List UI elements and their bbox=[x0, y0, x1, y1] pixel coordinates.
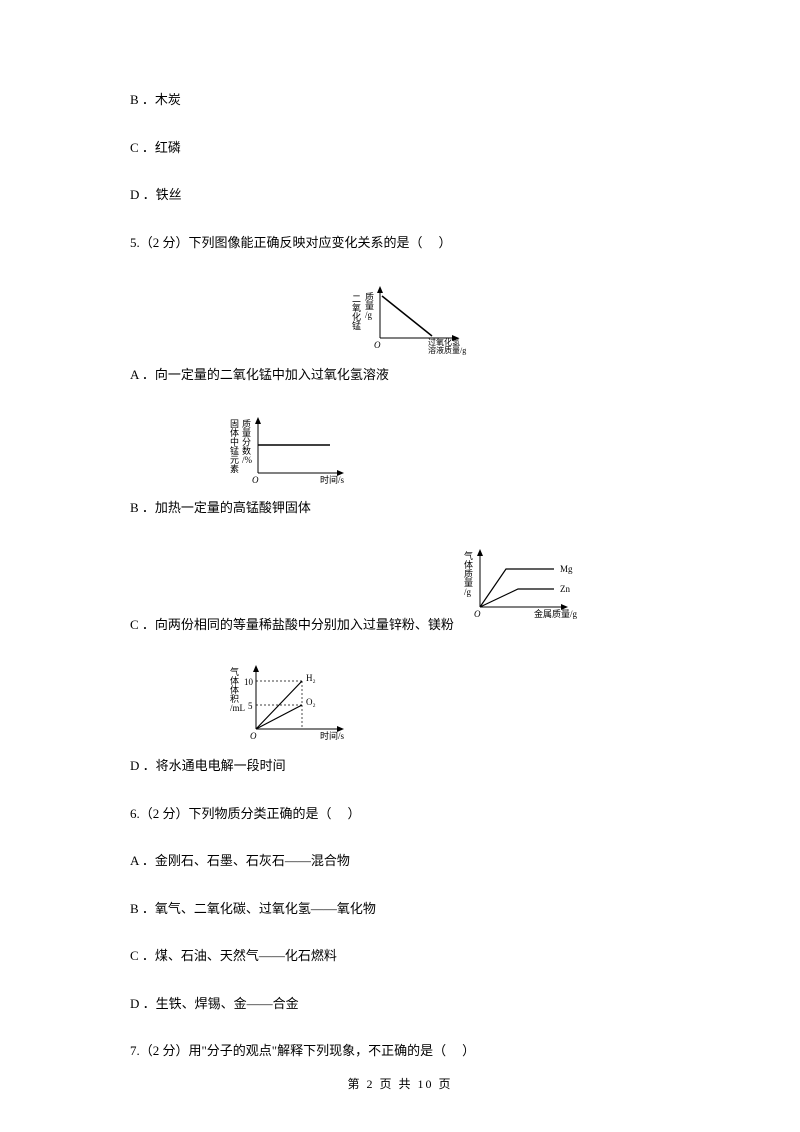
chart-a-container: 质量/g 二氧化锰 O 过氧化氢 溶液质量/g bbox=[350, 280, 670, 359]
q6-option-d: D ．生铁、焊锡、金——合金 bbox=[130, 994, 670, 1014]
chart-d-svg: 气体体积/mL 10 5 H₂ O₂ O 时间/s bbox=[230, 661, 380, 746]
chart-d-origin: O bbox=[250, 731, 257, 741]
chart-d-ylabel: 气体体积/mL bbox=[230, 666, 245, 713]
chart-d-line2: O₂ bbox=[306, 697, 316, 707]
chart-b-svg: 固体中锰元素 质量分数/% O 时间/s bbox=[230, 413, 370, 488]
option-c-prev: C ．红磷 bbox=[130, 138, 670, 158]
chart-c-svg: 气体质量/g Mg Zn O 金属质量/g bbox=[464, 545, 614, 625]
q6-option-a: A ．金刚石、石墨、石灰石——混合物 bbox=[130, 851, 670, 871]
q7-stem-text: 7.（2 分）用"分子的观点"解释下列现象，不正确的是（ bbox=[130, 1043, 446, 1058]
chart-c-line2: Zn bbox=[560, 584, 570, 594]
q5-stem-text: 5.（2 分）下列图像能正确反映对应变化关系的是（ bbox=[130, 235, 423, 250]
q5-option-c: C ．向两份相同的等量稀盐酸中分别加入过量锌粉、镁粉 bbox=[130, 614, 454, 633]
chart-d-tick2: 5 bbox=[248, 701, 253, 711]
q5-option-d: D ．将水通电电解一段时间 bbox=[130, 756, 670, 776]
q5-option-b: B ．加热一定量的高锰酸钾固体 bbox=[130, 498, 670, 518]
chart-d-container: 气体体积/mL 10 5 H₂ O₂ O 时间/s bbox=[230, 661, 670, 750]
chart-b-xlabel: 时间/s bbox=[320, 474, 345, 485]
page-footer: 第 2 页 共 10 页 bbox=[0, 1075, 800, 1092]
q5-option-a: A ．向一定量的二氧化锰中加入过氧化氢溶液 bbox=[130, 365, 670, 385]
option-d-prev: D ．铁丝 bbox=[130, 185, 670, 205]
option-b-prev: B ．木炭 bbox=[130, 90, 670, 110]
chart-c-container: 气体质量/g Mg Zn O 金属质量/g bbox=[464, 545, 614, 629]
chart-a-origin: O bbox=[374, 340, 381, 350]
chart-d-line1: H₂ bbox=[306, 673, 316, 683]
chart-c-origin: O bbox=[474, 609, 481, 619]
chart-b-ylabel-left: 固体中锰元素 bbox=[230, 419, 239, 474]
chart-c-xlabel: 金属质量/g bbox=[534, 608, 578, 619]
chart-c-ylabel: 气体质量/g bbox=[464, 550, 473, 597]
q5-paren-close: ） bbox=[439, 235, 452, 250]
q7-paren bbox=[446, 1043, 462, 1058]
q7-paren-close: ） bbox=[462, 1043, 475, 1058]
q7-stem: 7.（2 分）用"分子的观点"解释下列现象，不正确的是（ ） bbox=[130, 1041, 670, 1061]
chart-b-ylabel-right: 质量分数/% bbox=[242, 418, 253, 465]
chart-a-svg: 质量/g 二氧化锰 O 过氧化氢 溶液质量/g bbox=[350, 280, 480, 355]
chart-d-xlabel: 时间/s bbox=[320, 730, 345, 741]
chart-b-origin: O bbox=[252, 475, 259, 485]
chart-c-line1: Mg bbox=[560, 564, 573, 574]
q6-stem-text: 6.（2 分）下列物质分类正确的是（ bbox=[130, 806, 332, 821]
q6-paren bbox=[332, 806, 348, 821]
q6-option-c: C ．煤、石油、天然气——化石燃料 bbox=[130, 946, 670, 966]
q5-paren bbox=[423, 235, 439, 250]
q5-stem: 5.（2 分）下列图像能正确反映对应变化关系的是（ ） bbox=[130, 233, 670, 253]
chart-a-ylabel-left: 二氧化锰 bbox=[352, 294, 361, 331]
q5-option-c-row: C ．向两份相同的等量稀盐酸中分别加入过量锌粉、镁粉 气体质量/g Mg Zn … bbox=[130, 545, 670, 633]
chart-d-tick1: 10 bbox=[244, 677, 254, 687]
q6-option-b: B ．氧气、二氧化碳、过氧化氢——氧化物 bbox=[130, 899, 670, 919]
q6-stem: 6.（2 分）下列物质分类正确的是（ ） bbox=[130, 804, 670, 824]
q6-paren-close: ） bbox=[348, 806, 361, 821]
chart-a-xlabel2: 溶液质量/g bbox=[428, 345, 466, 355]
chart-a-ylabel: 质量/g bbox=[365, 291, 374, 320]
chart-b-container: 固体中锰元素 质量分数/% O 时间/s bbox=[230, 413, 670, 492]
